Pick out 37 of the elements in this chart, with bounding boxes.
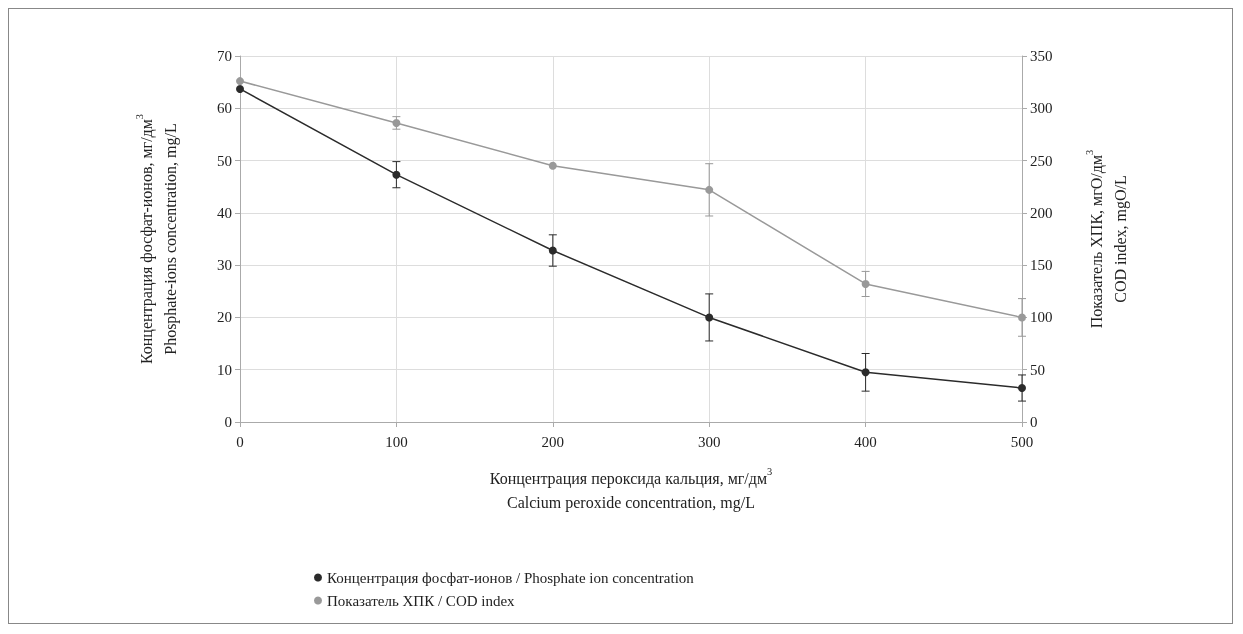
y2-tick-label: 0 <box>1030 414 1038 430</box>
x-tick-label: 0 <box>236 433 244 450</box>
y2-tick-label: 50 <box>1030 361 1045 378</box>
y-tick-label: 60 <box>217 100 232 117</box>
y-tick-label: 40 <box>217 204 232 221</box>
y2-tick-label: 200 <box>1030 204 1053 221</box>
point <box>236 84 244 93</box>
point <box>1018 313 1026 322</box>
point <box>236 77 244 86</box>
y-tick-label: 30 <box>217 257 232 274</box>
y-tick-label: 70 <box>217 48 232 64</box>
point <box>548 161 557 170</box>
y2-tick-label: 150 <box>1030 257 1053 274</box>
y-tick-label: 0 <box>224 414 232 430</box>
text: Концентрация фосфат-ионов, мг/дм3 Phosphate-ions concentration, mg/L <box>133 113 179 365</box>
y-tick-label: 50 <box>217 152 232 169</box>
point <box>705 313 714 322</box>
y2-tick-label: 300 <box>1030 100 1053 117</box>
point <box>705 185 714 194</box>
y2-tick-label: 100 <box>1030 309 1053 326</box>
x-tick-label: 100 <box>385 433 408 450</box>
legend-label: Показатель ХПК / COD index <box>327 592 516 609</box>
point <box>861 368 870 377</box>
text: Показатель ХПК, мгО/дм3 COD index, mgO/L <box>1083 149 1129 329</box>
point <box>1018 384 1026 393</box>
y-tick-label: 10 <box>217 361 232 378</box>
y2-tick-label: 350 <box>1030 48 1053 64</box>
x-tick-label: 400 <box>854 433 877 450</box>
point <box>548 246 557 255</box>
x-tick-label: 500 <box>1010 433 1034 450</box>
point <box>861 279 870 288</box>
y2-tick-label: 250 <box>1030 152 1053 169</box>
x-tick-label: 200 <box>541 433 565 450</box>
y-tick-label: 20 <box>217 309 232 326</box>
legend-label: Концентрация фосфат-ионов / Phosphate ion concentration <box>327 569 695 586</box>
x-tick-label: 300 <box>697 433 721 450</box>
point <box>392 170 401 179</box>
